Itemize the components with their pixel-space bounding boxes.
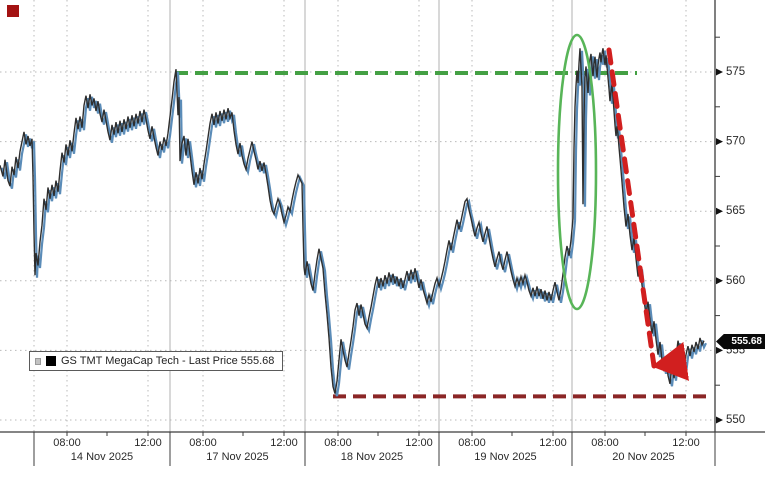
x-time-label: 12:00 xyxy=(405,437,433,449)
legend-grip-icon xyxy=(35,357,41,365)
x-time-label: 12:00 xyxy=(672,437,700,449)
legend-box: GS TMT MegaCap Tech - Last Price 555.68 xyxy=(29,351,284,371)
x-date-label: 18 Nov 2025 xyxy=(341,451,403,463)
y-tick-label: 570 xyxy=(726,136,745,148)
y-tick-arrow-icon xyxy=(716,416,723,424)
y-tick-arrow-icon xyxy=(716,138,723,146)
price-line-shadow xyxy=(0,50,707,397)
x-time-label: 12:00 xyxy=(270,437,298,449)
y-tick-arrow-icon xyxy=(716,68,723,76)
drop-arrow xyxy=(606,47,654,366)
x-time-label: 08:00 xyxy=(458,437,486,449)
x-time-label: 08:00 xyxy=(189,437,217,449)
last-price-value: 555.68 xyxy=(731,336,762,347)
y-tick-arrow-icon xyxy=(716,346,723,354)
price-line xyxy=(0,48,705,394)
x-time-label: 12:00 xyxy=(134,437,162,449)
y-tick-label: 575 xyxy=(726,66,745,78)
legend-series-marker-icon xyxy=(46,356,56,366)
x-time-label: 08:00 xyxy=(591,437,619,449)
y-tick-label: 550 xyxy=(726,414,745,426)
x-time-label: 12:00 xyxy=(539,437,567,449)
y-tick-arrow-icon xyxy=(716,277,723,285)
x-date-label: 14 Nov 2025 xyxy=(71,451,133,463)
x-time-label: 08:00 xyxy=(53,437,81,449)
y-tick-label: 565 xyxy=(726,205,745,217)
last-price-badge: 555.68 xyxy=(716,334,765,349)
price-line-series xyxy=(0,48,707,397)
x-date-label: 19 Nov 2025 xyxy=(474,451,536,463)
legend-series-label: GS TMT MegaCap Tech - Last Price 555.68 xyxy=(61,355,275,367)
highlight-ellipse xyxy=(556,33,598,311)
red-corner-marker xyxy=(7,5,19,17)
y-tick-label: 560 xyxy=(726,275,745,287)
axes xyxy=(0,0,765,433)
y-tick-arrow-icon xyxy=(716,207,723,215)
x-time-label: 08:00 xyxy=(324,437,352,449)
x-date-label: 20 Nov 2025 xyxy=(612,451,674,463)
x-date-label: 17 Nov 2025 xyxy=(206,451,268,463)
